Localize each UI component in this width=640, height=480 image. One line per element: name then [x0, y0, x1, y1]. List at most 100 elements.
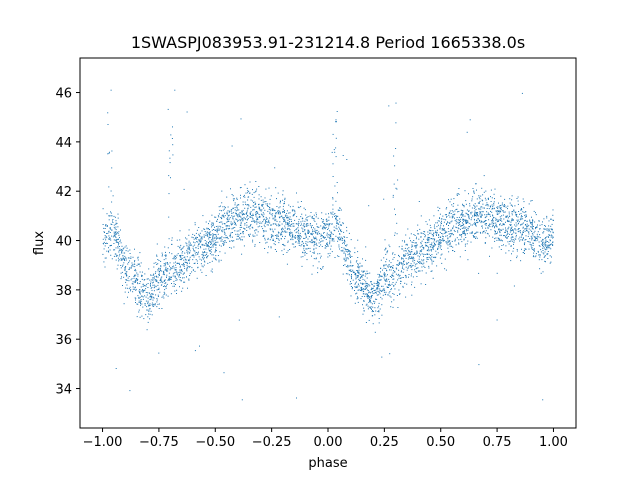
data-point	[163, 259, 165, 261]
data-point	[539, 228, 541, 229]
data-point	[133, 288, 135, 290]
data-point	[278, 216, 280, 218]
data-point	[283, 219, 285, 221]
data-point	[434, 238, 436, 240]
data-point	[227, 238, 229, 240]
data-point	[425, 242, 427, 244]
data-point	[489, 226, 491, 228]
data-point	[179, 263, 180, 265]
data-point	[131, 278, 133, 280]
data-point	[162, 295, 164, 297]
data-point	[354, 283, 356, 285]
data-point	[525, 248, 527, 250]
data-point	[533, 252, 535, 254]
data-point	[121, 276, 122, 278]
data-point	[494, 227, 495, 229]
data-point	[510, 245, 512, 247]
data-point	[286, 222, 288, 224]
data-point	[201, 236, 203, 238]
data-point	[159, 291, 161, 293]
data-point	[389, 284, 391, 286]
data-point	[358, 267, 360, 269]
data-point	[211, 222, 213, 224]
data-point	[535, 240, 537, 242]
data-point	[531, 236, 533, 238]
data-point	[498, 228, 500, 230]
data-point	[433, 245, 435, 247]
data-point	[172, 258, 174, 260]
data-point	[231, 194, 233, 195]
data-point	[169, 279, 171, 281]
data-point	[301, 213, 303, 215]
data-point	[331, 151, 333, 153]
data-point	[522, 237, 524, 239]
data-point	[230, 232, 232, 234]
data-point	[262, 201, 264, 203]
data-point	[158, 289, 160, 290]
data-point	[357, 276, 359, 278]
data-point	[289, 206, 291, 208]
data-point	[335, 147, 337, 149]
data-point	[403, 260, 404, 262]
data-point	[255, 229, 257, 231]
data-point	[330, 232, 332, 233]
data-point	[483, 175, 485, 177]
data-point	[304, 233, 306, 235]
data-point	[212, 241, 214, 243]
data-point	[165, 268, 166, 270]
data-point	[373, 285, 375, 287]
data-point	[546, 241, 548, 242]
data-point	[370, 306, 372, 308]
data-point	[147, 316, 149, 318]
data-point	[371, 295, 373, 296]
data-point	[439, 239, 440, 241]
data-point	[391, 274, 393, 276]
data-point	[514, 228, 516, 230]
data-point	[426, 261, 428, 263]
data-point	[427, 237, 429, 239]
data-point	[533, 210, 535, 212]
data-point	[340, 209, 342, 211]
data-point	[145, 288, 147, 290]
data-point	[537, 251, 539, 253]
data-point	[402, 248, 404, 250]
data-point	[395, 214, 396, 216]
data-point	[433, 226, 435, 228]
data-point	[181, 264, 183, 265]
data-point	[505, 252, 507, 254]
data-point	[414, 286, 416, 288]
data-point	[451, 216, 453, 218]
data-point	[233, 215, 235, 217]
data-point	[182, 251, 184, 253]
data-point	[158, 260, 160, 261]
data-point	[121, 249, 123, 251]
data-point	[359, 280, 361, 281]
data-point	[412, 259, 414, 261]
data-point	[110, 245, 112, 246]
data-point	[494, 238, 496, 240]
data-point	[212, 254, 214, 256]
data-point	[179, 246, 181, 248]
data-point	[417, 224, 419, 226]
data-point	[545, 239, 547, 241]
data-point	[216, 229, 218, 231]
data-point	[253, 209, 255, 211]
data-point	[544, 228, 545, 230]
data-point	[370, 297, 372, 299]
data-point	[113, 243, 115, 244]
data-point	[147, 278, 149, 280]
data-point	[526, 228, 528, 230]
data-point	[264, 226, 266, 228]
data-point	[424, 231, 426, 233]
data-point	[468, 214, 469, 216]
data-point	[521, 233, 523, 235]
data-point	[281, 250, 283, 252]
data-point	[449, 222, 451, 224]
data-point	[110, 211, 111, 213]
data-point	[126, 247, 128, 249]
data-point	[504, 231, 506, 233]
data-point	[455, 223, 457, 225]
data-point	[325, 223, 327, 225]
data-point	[173, 265, 175, 267]
data-point	[378, 302, 380, 304]
